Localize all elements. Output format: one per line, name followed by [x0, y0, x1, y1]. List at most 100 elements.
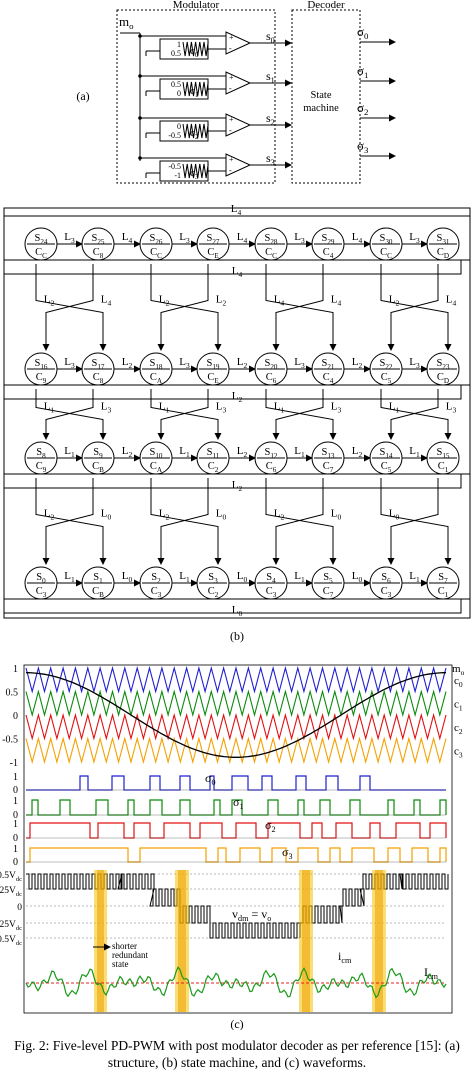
link-label: L4 [237, 231, 248, 245]
state-code-8: C9 [36, 461, 47, 474]
state-label-11: S11 [207, 447, 220, 460]
link-label: L1 [64, 445, 75, 459]
transition-path [42, 264, 94, 351]
carrier-label-0: c0 [190, 45, 199, 59]
carrier-c-label-0: c0 [454, 675, 463, 689]
transition-path [272, 389, 324, 440]
transition-label-0-3: L2 [216, 294, 227, 308]
transition-label-0-0: L2 [44, 294, 55, 308]
row-loop-back [3, 260, 462, 275]
transition-path [272, 264, 324, 351]
state-label-30: S30 [380, 233, 393, 246]
s-signal-2: s2 [266, 111, 275, 127]
state-code-9: CB [92, 461, 104, 474]
voltage-tick: +0.5Vdc [0, 871, 22, 883]
row-loop-back [3, 385, 462, 400]
modulation-mo-label: mo [452, 663, 465, 677]
link-label: L3 [64, 231, 75, 245]
transition-label-2-6: L0 [389, 508, 400, 522]
link-label: L0 [237, 570, 248, 584]
carrier-wave [182, 163, 209, 179]
comparator-1 [225, 71, 252, 95]
comparator-minus: - [229, 84, 232, 93]
transition-label-0-4: L4 [274, 294, 285, 308]
carrier-c-label-3: c3 [454, 745, 463, 759]
voltage-tick: - 0.25Vdc [0, 920, 22, 932]
carrier-axis-tick: 0 [13, 711, 18, 722]
row-loop-back [3, 599, 462, 614]
state-code-5: C7 [323, 586, 334, 599]
highlight-core-0 [97, 870, 104, 1012]
link-label: L2 [237, 356, 248, 370]
link-label: L1 [179, 445, 190, 459]
link-label: L0 [122, 570, 133, 584]
s-signal-0: s0 [266, 29, 275, 45]
link-label: L1 [294, 570, 305, 584]
state-label-6: S6 [381, 572, 391, 585]
sigma-output-0: σ0 [357, 24, 369, 41]
transition-label-1-7: L3 [446, 401, 457, 415]
carrier-label-2: c2 [190, 127, 199, 141]
row-loop-label-0: L4 [232, 265, 243, 279]
sigma-output-3: σ3 [357, 138, 369, 155]
transition-label-0-6: L2 [389, 294, 400, 308]
transition-path [157, 478, 209, 565]
sigma-signal-2 [26, 822, 447, 839]
decoder-title: Decoder [307, 0, 345, 11]
comparator-plus: + [229, 33, 234, 42]
sigma-signal-0 [26, 775, 446, 791]
carrier-bottom-value: -0.5 [168, 131, 181, 140]
carrier-axis-tick: 1 [13, 664, 18, 675]
row-loop-label-1: L2 [232, 390, 243, 404]
comparator-0 [225, 31, 252, 55]
state-label-12: S12 [265, 447, 278, 460]
transition-path [272, 478, 324, 565]
transition-label-0-2: L2 [159, 294, 170, 308]
transition-path [157, 264, 209, 351]
state-label-15: S15 [437, 447, 450, 460]
carrier-axis-tick: 0.5 [6, 688, 19, 699]
state-code-28: CC [265, 247, 277, 260]
state-label-4: S4 [266, 572, 276, 585]
transition-label-1-4: L1 [274, 401, 285, 415]
state-label-29: S29 [322, 233, 335, 246]
transition-path [387, 478, 439, 565]
digital-tick-0: 0 [13, 785, 18, 796]
carrier-c-label-1: c1 [454, 698, 463, 712]
comparator-minus: - [229, 44, 232, 53]
carrier-axis-tick: -0.5 [2, 735, 18, 746]
carrier-bottom-value: -1 [174, 171, 181, 180]
icm-current-wave [25, 966, 447, 999]
sigma-signal-3 [26, 847, 447, 863]
state-code-14: C5 [381, 461, 392, 474]
link-label: L2 [352, 445, 363, 459]
state-code-25: C8 [93, 247, 104, 260]
link-label: L3 [294, 231, 305, 245]
highlight-core-1 [178, 870, 186, 1012]
panel-a-label: (a) [76, 89, 89, 103]
transition-label-2-5: L0 [331, 508, 342, 522]
state-code-29: C4 [323, 247, 334, 260]
transition-label-1-2: L1 [159, 401, 170, 415]
waveform-frame [23, 664, 453, 1014]
state-code-21: C4 [323, 372, 334, 385]
carrier-c1 [25, 689, 447, 718]
state-label-31: S31 [437, 233, 450, 246]
state-label-18: S18 [150, 358, 163, 371]
digital-tick-1: 1 [13, 796, 18, 807]
state-code-18: CA [150, 372, 163, 385]
state-label-0: S0 [36, 572, 46, 585]
state-machine-label: State [311, 90, 332, 101]
state-code-0: C3 [36, 586, 47, 599]
carrier-c3 [25, 736, 447, 765]
state-code-13: C7 [323, 461, 334, 474]
figure-caption: Fig. 2: Five-level PD-PWM with post modu… [14, 1038, 460, 1070]
link-label: L3 [409, 231, 420, 245]
top-loop-label: L4 [231, 203, 242, 217]
link-label: L2 [237, 445, 248, 459]
transition-label-1-6: L1 [389, 401, 400, 415]
panel-b-state-machine: L4S24CCS25C8S26CCS27CES28CCS29C4S30CCS31… [3, 203, 471, 643]
state-code-22: C5 [381, 372, 392, 385]
state-label-5: S5 [323, 572, 333, 585]
